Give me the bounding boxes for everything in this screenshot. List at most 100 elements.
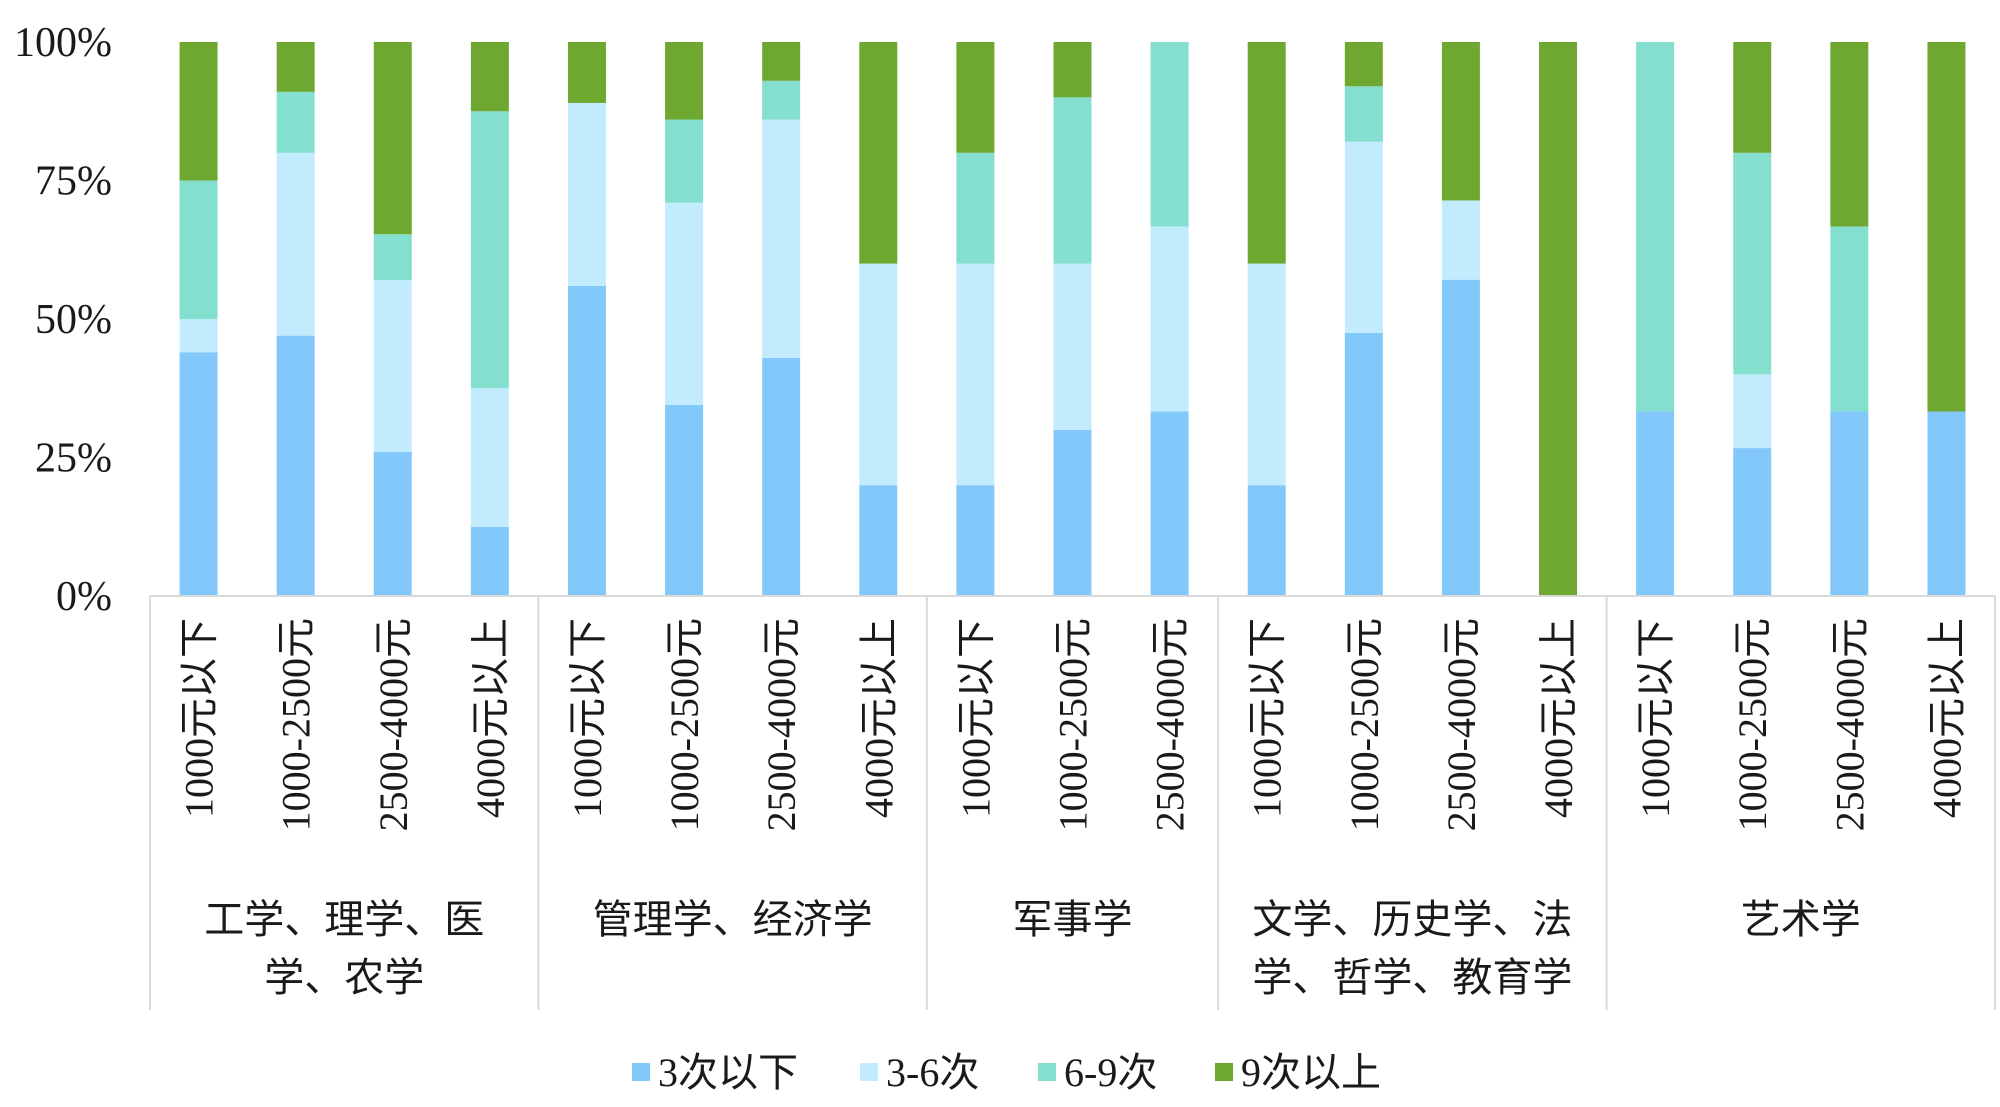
legend-label: 9次以上 (1241, 1050, 1381, 1095)
category-label: 4000元以上 (1536, 618, 1581, 818)
category-label: 1000-2500元 (1730, 618, 1775, 831)
bar-segment (1344, 42, 1383, 87)
bar-segment (470, 111, 509, 389)
bar-segment (1830, 411, 1869, 596)
bar-segment (276, 152, 315, 336)
y-tick-label: 75% (35, 159, 112, 205)
bar-segment (1053, 263, 1092, 430)
bar-segment (1053, 97, 1092, 264)
category-label: 1000元以下 (953, 618, 998, 818)
y-tick-label: 0% (56, 574, 112, 620)
legend-label: 6-9次 (1064, 1050, 1157, 1095)
bar-segment (276, 335, 315, 596)
legend-label: 3-6次 (886, 1050, 979, 1095)
category-label: 1000元以下 (565, 618, 610, 818)
bar-segment (956, 42, 995, 153)
group-label: 学、哲学、教育学 (1252, 955, 1572, 1000)
group-labels: 工学、理学、医学、农学 管理学、经济学 军事学 文学、历史学、法学、哲学、教育学 艺术学 (204, 897, 1861, 1000)
group-label: 艺术学 (1741, 897, 1861, 942)
bar-segment (470, 526, 509, 596)
category-label: 1000-2500元 (1051, 618, 1096, 831)
bar-segment (1150, 411, 1189, 596)
category-labels: 1000元以下 1000-2500元 2500-4000元 4000元以上 1000元以… (177, 618, 1970, 831)
legend-swatch (632, 1063, 650, 1081)
bar-segment (1344, 86, 1383, 142)
bar-segment (665, 202, 704, 405)
bar-segment (276, 42, 315, 92)
bar-segment (373, 280, 412, 452)
bar-segment (1733, 448, 1772, 596)
y-tick-label: 50% (35, 297, 112, 343)
bar-segment (1733, 374, 1772, 449)
category-label: 4000元以上 (856, 618, 901, 818)
bar-segment (179, 42, 218, 181)
bar-segment (859, 263, 898, 486)
category-label: 1000元以下 (177, 618, 222, 818)
bar-segment (1927, 42, 1966, 412)
bar-segment (956, 152, 995, 264)
category-label: 4000元以上 (468, 618, 513, 818)
bar-segment (1636, 42, 1675, 412)
bar-segment (1247, 42, 1286, 264)
bar-segment (665, 404, 704, 596)
bar-segment (762, 357, 801, 596)
legend-swatch (1215, 1063, 1233, 1081)
category-label: 2500-4000元 (1148, 618, 1193, 831)
legend-swatch (1038, 1063, 1056, 1081)
bar-segment (1927, 411, 1966, 596)
category-label: 2500-4000元 (759, 618, 804, 831)
group-label: 学、农学 (264, 955, 424, 1000)
bar-segment (1830, 42, 1869, 227)
y-tick-label: 25% (35, 436, 112, 482)
group-label: 军事学 (1013, 897, 1133, 942)
bar-segment (179, 319, 218, 353)
bar-segment (1247, 263, 1286, 486)
bar-segment (470, 388, 509, 527)
category-label: 2500-4000元 (371, 618, 416, 831)
bar-segment (1247, 485, 1286, 596)
bar-segment (762, 80, 801, 120)
legend: 3次以下 3-6次 6-9次 9次以上 (632, 1050, 1381, 1095)
bar-segment (373, 451, 412, 596)
y-axis-ticks: 0% 25% 50% 75% 100% (14, 20, 112, 620)
category-label: 1000-2500元 (1342, 618, 1387, 831)
category-label: 2500-4000元 (1827, 618, 1872, 831)
bars (179, 42, 1966, 596)
bar-segment (1053, 429, 1092, 596)
bar-segment (1733, 42, 1772, 153)
bar-segment (1150, 42, 1189, 227)
bar-segment (1344, 141, 1383, 333)
bar-segment (859, 485, 898, 596)
bar-segment (665, 42, 704, 120)
category-label: 1000-2500元 (274, 618, 319, 831)
category-label: 1000元以下 (1245, 618, 1290, 818)
bar-segment (373, 42, 412, 235)
bar-segment (762, 42, 801, 81)
group-label: 文学、历史学、法 (1252, 897, 1572, 942)
bar-segment (179, 352, 218, 596)
bar-segment (665, 119, 704, 203)
bar-segment (470, 42, 509, 112)
group-label: 工学、理学、医 (204, 897, 484, 942)
bar-segment (1830, 226, 1869, 412)
bar-segment (859, 42, 898, 264)
bar-segment (567, 285, 606, 596)
category-label: 1000-2500元 (662, 618, 707, 831)
x-axis (149, 595, 1996, 1010)
bar-segment (956, 485, 995, 596)
legend-label: 3次以下 (658, 1050, 798, 1095)
bar-segment (567, 102, 606, 286)
bar-segment (1150, 226, 1189, 412)
group-label: 管理学、经济学 (593, 897, 873, 942)
bar-segment (567, 42, 606, 103)
legend-swatch (860, 1063, 878, 1081)
bar-segment (276, 91, 315, 153)
bar-segment (179, 180, 218, 319)
category-label: 2500-4000元 (1439, 618, 1484, 831)
bar-segment (373, 234, 412, 281)
bar-segment (1441, 279, 1480, 596)
bar-segment (1053, 42, 1092, 98)
category-label: 1000元以下 (1633, 618, 1678, 818)
